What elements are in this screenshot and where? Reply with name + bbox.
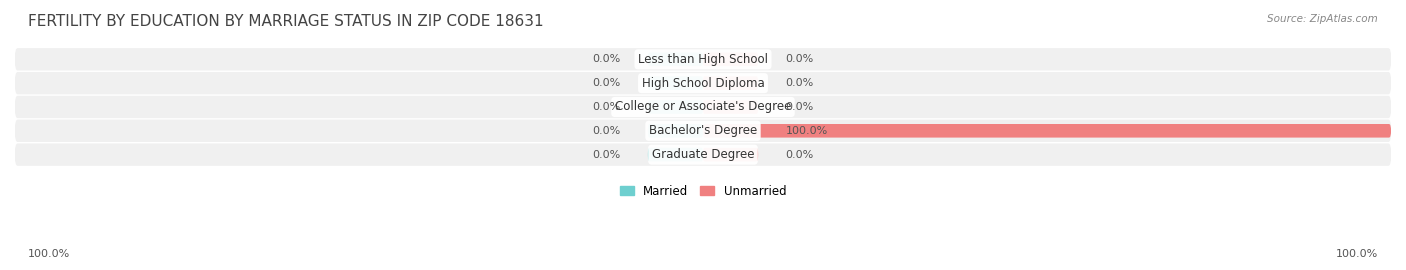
Text: 0.0%: 0.0% [786, 102, 814, 112]
FancyBboxPatch shape [15, 48, 1391, 70]
FancyBboxPatch shape [15, 96, 1391, 118]
FancyBboxPatch shape [648, 124, 703, 138]
Text: Graduate Degree: Graduate Degree [652, 148, 754, 161]
FancyBboxPatch shape [648, 148, 703, 161]
Text: High School Diploma: High School Diploma [641, 77, 765, 90]
FancyBboxPatch shape [15, 143, 1391, 166]
FancyBboxPatch shape [648, 53, 703, 66]
Text: 0.0%: 0.0% [592, 54, 620, 64]
FancyBboxPatch shape [703, 124, 1391, 138]
Text: 100.0%: 100.0% [28, 249, 70, 259]
Text: FERTILITY BY EDUCATION BY MARRIAGE STATUS IN ZIP CODE 18631: FERTILITY BY EDUCATION BY MARRIAGE STATU… [28, 14, 544, 29]
Text: Less than High School: Less than High School [638, 53, 768, 66]
Text: 0.0%: 0.0% [786, 54, 814, 64]
Text: College or Associate's Degree: College or Associate's Degree [614, 100, 792, 113]
FancyBboxPatch shape [648, 100, 703, 114]
Text: 100.0%: 100.0% [1336, 249, 1378, 259]
FancyBboxPatch shape [648, 76, 703, 90]
FancyBboxPatch shape [15, 120, 1391, 142]
Text: 100.0%: 100.0% [786, 126, 828, 136]
Text: Source: ZipAtlas.com: Source: ZipAtlas.com [1267, 14, 1378, 23]
FancyBboxPatch shape [15, 72, 1391, 94]
Legend: Married, Unmarried: Married, Unmarried [614, 180, 792, 202]
Text: 0.0%: 0.0% [786, 78, 814, 88]
FancyBboxPatch shape [703, 148, 758, 161]
Text: 0.0%: 0.0% [592, 102, 620, 112]
Text: 0.0%: 0.0% [592, 150, 620, 160]
FancyBboxPatch shape [703, 76, 758, 90]
Text: Bachelor's Degree: Bachelor's Degree [650, 124, 756, 137]
Text: 0.0%: 0.0% [786, 150, 814, 160]
FancyBboxPatch shape [703, 100, 758, 114]
Text: 0.0%: 0.0% [592, 78, 620, 88]
Text: 0.0%: 0.0% [592, 126, 620, 136]
FancyBboxPatch shape [703, 53, 758, 66]
